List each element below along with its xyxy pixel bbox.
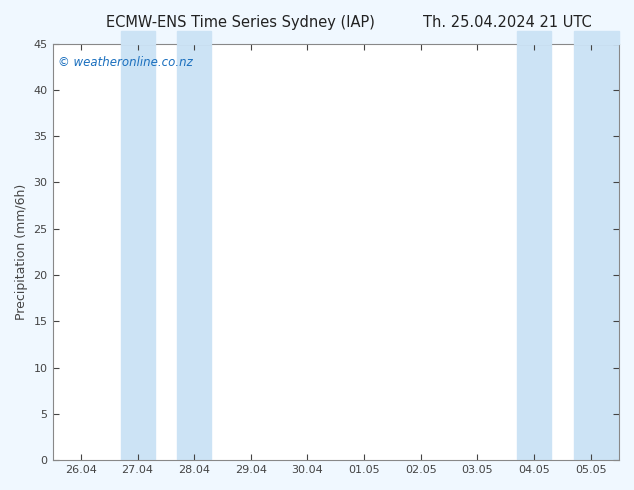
- Y-axis label: Precipitation (mm/6h): Precipitation (mm/6h): [15, 184, 28, 320]
- Bar: [120, 44, 155, 460]
- Text: © weatheronline.co.nz: © weatheronline.co.nz: [58, 56, 193, 69]
- Bar: [177, 44, 211, 460]
- Text: ECMW-ENS Time Series Sydney (IAP): ECMW-ENS Time Series Sydney (IAP): [107, 15, 375, 30]
- Bar: [517, 44, 551, 460]
- Text: Th. 25.04.2024 21 UTC: Th. 25.04.2024 21 UTC: [423, 15, 592, 30]
- Bar: [574, 44, 619, 460]
